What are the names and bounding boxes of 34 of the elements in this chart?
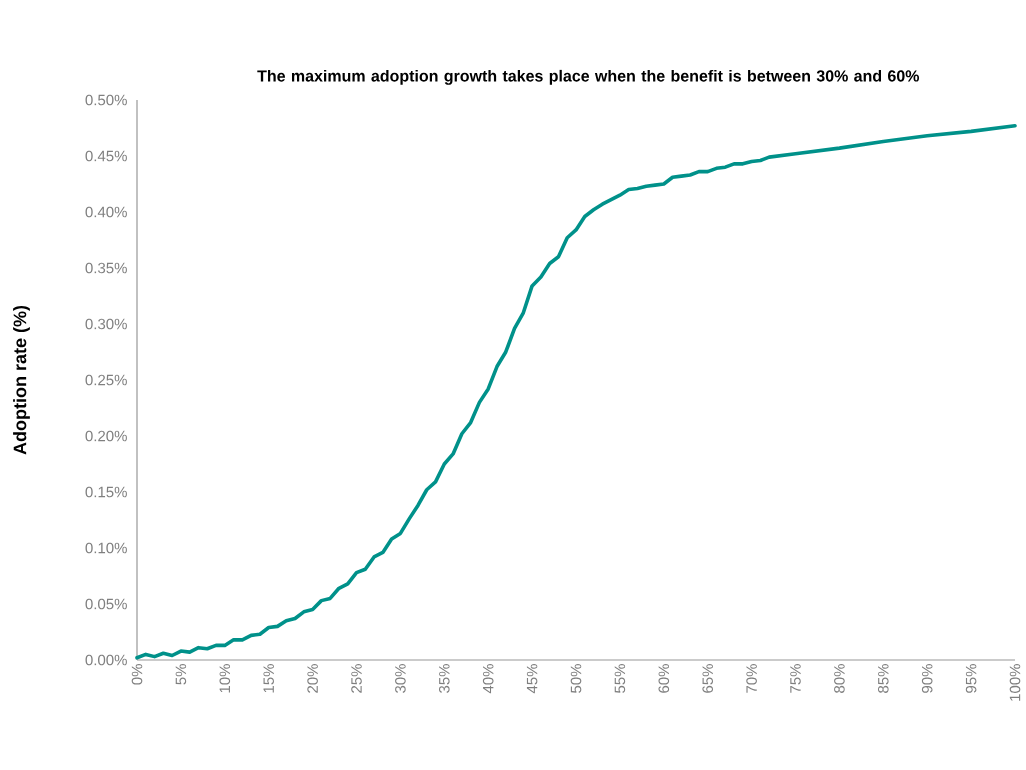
x-tick-label: 35% (438, 664, 450, 693)
x-tick-label: 45% (526, 664, 538, 694)
x-tick-label: 80% (834, 664, 845, 693)
x-tick-label: 5% (175, 664, 187, 685)
x-tick-label: 90% (921, 664, 933, 693)
x-tick-label: 0% (131, 664, 143, 685)
x-tick-label: 70% (746, 664, 757, 693)
y-tick-label: 0.40% (85, 206, 127, 218)
y-tick-label: 0.45% (85, 150, 127, 162)
y-tick-label: 0.50% (85, 94, 127, 106)
x-tick-label: 60% (658, 664, 670, 693)
x-tick-label: 25% (351, 664, 362, 693)
y-tick-label: 0.05% (85, 598, 127, 610)
x-tick-label: 20% (307, 664, 318, 693)
y-tick-label: 0.25% (85, 374, 127, 386)
y-tick-label: 0.15% (85, 486, 127, 498)
y-tick-label: 0.30% (85, 318, 127, 330)
x-tick-label: 10% (219, 664, 231, 693)
x-tick-label: 50% (570, 664, 582, 693)
x-tick-label: 85% (877, 664, 889, 693)
x-tick-label: 95% (965, 664, 977, 693)
x-tick-label: 75% (790, 664, 801, 693)
x-tick-label: 30% (395, 664, 406, 693)
x-tick-label: 65% (702, 664, 714, 693)
y-tick-label: 0.35% (85, 262, 127, 274)
x-tick-label: 40% (482, 664, 494, 694)
y-tick-label: 0.10% (85, 542, 127, 554)
x-tick-label: 15% (263, 664, 274, 693)
y-tick-label: 0.20% (85, 430, 127, 442)
x-tick-label: 100% (1009, 664, 1021, 701)
y-tick-label: 0.00% (85, 654, 127, 666)
x-tick-label: 55% (614, 664, 626, 693)
chart-title: The maximum adoption growth takes place when the benefit is between 30% and 60% (257, 69, 920, 85)
y-axis-title: Adoption rate (%) (13, 305, 30, 455)
